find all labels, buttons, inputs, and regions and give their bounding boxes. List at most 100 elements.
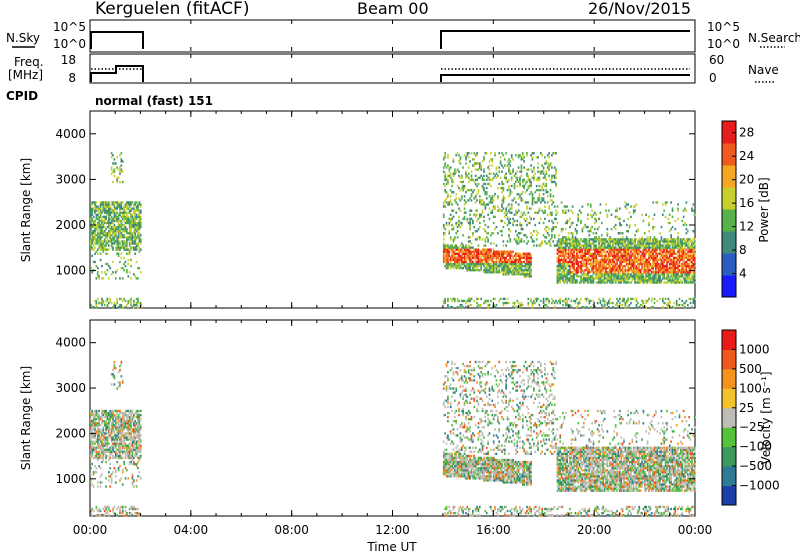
- heatmap-cell: [119, 223, 121, 227]
- heatmap-cell: [470, 174, 473, 177]
- heatmap-cell: [580, 244, 582, 247]
- heatmap-cell: [456, 225, 459, 229]
- heatmap-cell: [584, 246, 587, 249]
- heatmap-cell: [545, 160, 548, 163]
- heatmap-cell: [476, 248, 478, 251]
- heatmap-cell: [128, 219, 131, 223]
- heatmap-cell: [506, 188, 509, 192]
- heatmap-cell: [641, 250, 643, 253]
- heatmap-cell: [691, 260, 693, 264]
- heatmap-cell: [599, 252, 602, 255]
- heatmap-cell: [95, 411, 98, 415]
- heatmap-cell: [617, 258, 620, 262]
- heatmap-cell: [130, 258, 132, 262]
- heatmap-cell: [592, 242, 595, 245]
- heatmap-cell: [562, 227, 564, 231]
- heatmap-cell: [530, 207, 532, 210]
- heatmap-cell: [571, 221, 574, 225]
- heatmap-cell: [598, 277, 600, 280]
- heatmap-cell: [510, 260, 513, 264]
- heatmap-cell: [95, 250, 98, 253]
- heatmap-cell: [463, 254, 466, 257]
- heatmap-cell: [470, 269, 473, 272]
- heatmap-cell: [625, 244, 628, 247]
- heatmap-cell: [526, 252, 528, 255]
- heatmap-cell: [613, 254, 616, 257]
- heatmap-cell: [116, 244, 119, 247]
- heatmap-cell: [530, 256, 532, 260]
- heatmap-cell: [90, 203, 92, 206]
- heatmap-cell: [642, 238, 645, 241]
- heatmap-cell: [134, 238, 137, 241]
- heatmap-cell: [106, 299, 109, 303]
- heatmap-cell: [664, 266, 667, 270]
- heatmap-cell: [607, 299, 610, 303]
- heatmap-cell: [105, 215, 107, 219]
- heatmap-cell: [467, 199, 470, 202]
- heatmap-cell: [487, 176, 489, 180]
- heatmap-cell: [126, 232, 128, 235]
- heatmap-cell: [689, 250, 692, 253]
- heatmap-cell: [630, 260, 632, 264]
- heatmap-cell: [90, 448, 92, 451]
- heatmap-cell: [516, 271, 519, 274]
- heatmap-cell: [617, 273, 620, 276]
- heatmap-cell: [94, 456, 96, 460]
- heatmap-cell: [585, 266, 588, 270]
- heatmap-cell: [477, 258, 480, 262]
- heatmap-cell: [563, 260, 566, 264]
- heatmap-cell: [442, 299, 445, 303]
- heatmap-cell: [671, 252, 674, 255]
- heatmap-cell: [684, 279, 686, 282]
- heatmap-cell: [641, 242, 643, 245]
- heatmap-cell: [594, 211, 596, 214]
- heatmap-cell: [582, 254, 585, 257]
- heatmap-cell: [533, 168, 535, 171]
- heatmap-cell: [112, 170, 114, 173]
- heatmap-cell: [600, 262, 603, 266]
- heatmap-cell: [513, 197, 516, 200]
- heatmap-cell: [546, 201, 549, 204]
- heatmap-cell: [643, 252, 646, 255]
- heatmap-cell: [627, 254, 630, 257]
- heatmap-cell: [682, 271, 685, 274]
- heatmap-cell: [574, 269, 577, 272]
- heatmap-cell: [684, 260, 686, 264]
- heatmap-cell: [134, 234, 137, 237]
- heatmap-cell: [559, 299, 562, 303]
- heatmap-cell: [466, 174, 469, 177]
- heatmap-cell: [564, 244, 567, 247]
- heatmap-cell: [462, 244, 465, 247]
- heatmap-cell: [616, 297, 618, 301]
- heatmap-cell: [571, 273, 574, 276]
- heatmap-cell: [108, 211, 110, 214]
- heatmap-cell: [108, 215, 110, 219]
- heatmap-cell: [584, 248, 587, 251]
- heatmap-cell: [548, 301, 550, 305]
- heatmap-cell: [569, 258, 571, 262]
- heatmap-cell: [484, 203, 487, 206]
- heatmap-cell: [627, 299, 630, 303]
- heatmap-cell: [610, 246, 613, 249]
- heatmap-cell: [473, 256, 476, 260]
- heatmap-cell: [114, 162, 117, 165]
- heatmap-cell: [491, 271, 494, 274]
- heatmap-cell: [576, 279, 578, 282]
- heatmap-cell: [467, 299, 470, 303]
- heatmap-cell: [634, 275, 636, 278]
- heatmap-cell: [123, 240, 125, 243]
- heatmap-cell: [91, 448, 94, 451]
- heatmap-cell: [609, 281, 611, 284]
- heatmap-cell: [692, 242, 695, 245]
- heatmap-cell: [116, 207, 119, 210]
- heatmap-cell: [574, 262, 577, 266]
- heatmap-cell: [473, 225, 476, 229]
- heatmap-cell: [137, 234, 139, 237]
- heatmap-cell: [460, 197, 463, 200]
- heatmap-cell: [592, 213, 595, 216]
- heatmap-cell: [523, 166, 526, 169]
- heatmap-cell: [564, 297, 567, 301]
- heatmap-cell: [499, 186, 502, 190]
- heatmap-cell: [627, 279, 630, 282]
- heatmap-cell: [591, 269, 593, 272]
